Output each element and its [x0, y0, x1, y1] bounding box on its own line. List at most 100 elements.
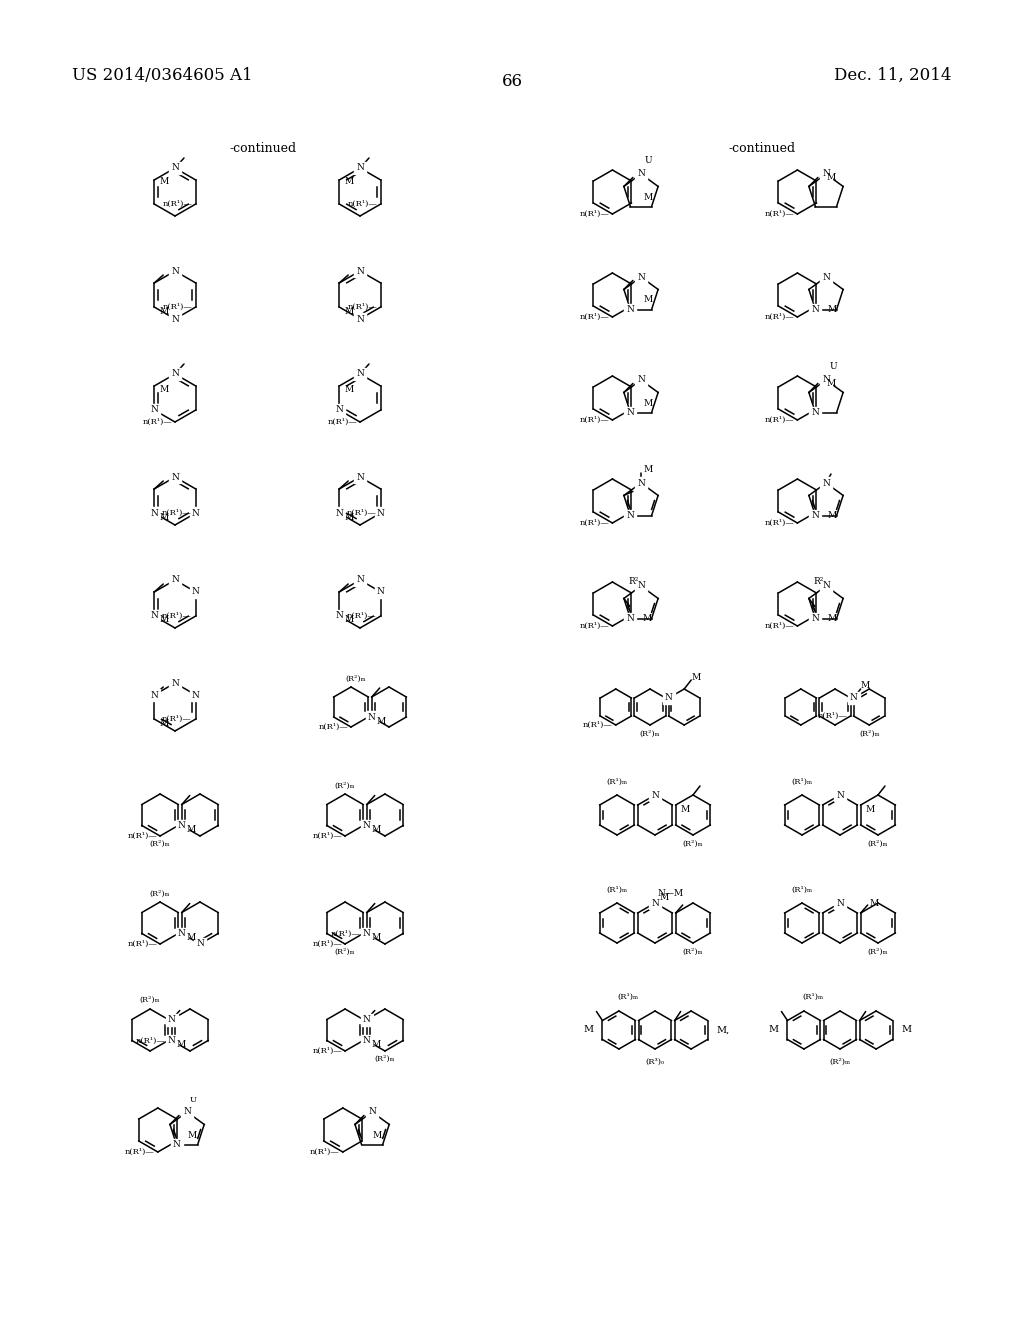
Text: (R²)ₘ: (R²)ₘ: [335, 781, 355, 789]
Text: M: M: [159, 177, 169, 186]
Text: N: N: [811, 511, 819, 520]
Text: M: M: [372, 933, 381, 942]
Text: N: N: [822, 582, 829, 590]
Text: N: N: [356, 267, 364, 276]
Text: (R¹)ₘ: (R¹)ₘ: [617, 993, 639, 1001]
Text: Dec. 11, 2014: Dec. 11, 2014: [835, 66, 952, 83]
Text: M: M: [827, 379, 837, 388]
Text: U: U: [190, 1096, 197, 1104]
Text: N: N: [191, 587, 200, 597]
Text: N: N: [369, 1107, 376, 1117]
Text: n(R¹)—: n(R¹)—: [318, 723, 348, 731]
Text: n(R¹)—: n(R¹)—: [765, 210, 795, 218]
Text: M,: M,: [716, 1026, 729, 1035]
Text: N: N: [836, 791, 844, 800]
Text: n(R¹)—: n(R¹)—: [142, 418, 172, 426]
Text: N: N: [627, 305, 634, 314]
Text: N: N: [651, 791, 658, 800]
Text: N: N: [627, 408, 634, 417]
Text: n(R¹)—: n(R¹)—: [312, 832, 342, 840]
Text: (R¹)ₘ: (R¹)ₘ: [792, 886, 813, 894]
Text: N: N: [811, 614, 819, 623]
Text: R²: R²: [814, 577, 824, 586]
Text: N: N: [171, 473, 179, 482]
Text: n(R¹)—: n(R¹)—: [312, 1047, 342, 1055]
Text: N: N: [178, 821, 185, 830]
Text: N: N: [637, 375, 645, 384]
Text: M: M: [372, 825, 381, 834]
Text: N: N: [171, 576, 179, 585]
Text: N: N: [178, 929, 185, 939]
Text: n(R¹)—: n(R¹)—: [580, 210, 609, 218]
Text: n(R¹)—: n(R¹)—: [348, 201, 378, 209]
Text: (R²)ₘ: (R²)ₘ: [829, 1059, 851, 1067]
Text: (R²)ₘ: (R²)ₘ: [640, 730, 660, 738]
Text: M: M: [372, 1040, 381, 1049]
Text: N: N: [627, 614, 634, 623]
Text: (R¹)ₘ: (R¹)ₘ: [606, 886, 628, 894]
Text: N: N: [822, 169, 829, 178]
Text: n(R¹)—: n(R¹)—: [162, 612, 191, 620]
Text: M: M: [865, 804, 874, 813]
Text: N: N: [651, 899, 658, 908]
Text: N: N: [356, 314, 364, 323]
Text: n(R¹)—: n(R¹)—: [125, 1148, 155, 1156]
Text: n(R¹)—: n(R¹)—: [580, 622, 609, 630]
Text: 66: 66: [502, 74, 522, 91]
Text: M: M: [691, 672, 700, 681]
Text: US 2014/0364605 A1: US 2014/0364605 A1: [72, 66, 253, 83]
Text: N: N: [196, 940, 204, 949]
Text: (R¹)ₘ: (R¹)ₘ: [803, 993, 824, 1001]
Text: N: N: [850, 693, 857, 702]
Text: N: N: [183, 1107, 191, 1117]
Text: n(R¹)—: n(R¹)—: [162, 510, 191, 517]
Text: N: N: [665, 693, 673, 702]
Text: N: N: [822, 375, 829, 384]
Text: M: M: [681, 804, 690, 813]
Text: N: N: [171, 164, 179, 173]
Text: N: N: [362, 1015, 371, 1024]
Text: M: M: [643, 399, 652, 408]
Text: N: N: [171, 267, 179, 276]
Text: (R²)ₘ: (R²)ₘ: [375, 1055, 395, 1063]
Text: n(R¹)—: n(R¹)—: [331, 929, 360, 937]
Text: N: N: [356, 576, 364, 585]
Text: M: M: [827, 305, 837, 314]
Text: N: N: [171, 314, 179, 323]
Text: N: N: [637, 582, 645, 590]
Text: (R³)ₒ: (R³)ₒ: [645, 1059, 665, 1067]
Text: N: N: [811, 408, 819, 417]
Text: (R²)ₘ: (R²)ₘ: [867, 948, 888, 956]
Text: N: N: [335, 405, 343, 414]
Text: N: N: [335, 508, 343, 517]
Text: n(R¹)—: n(R¹)—: [765, 622, 795, 630]
Text: n(R¹)—: n(R¹)—: [583, 721, 612, 729]
Text: N: N: [171, 678, 179, 688]
Text: M: M: [827, 614, 837, 623]
Text: N: N: [151, 611, 158, 620]
Text: n(R¹)—: n(R¹)—: [580, 519, 609, 527]
Text: n(R¹)—: n(R¹)—: [765, 313, 795, 321]
Text: M: M: [159, 718, 169, 727]
Text: M: M: [377, 717, 386, 726]
Text: M: M: [660, 894, 670, 903]
Text: M: M: [186, 933, 196, 942]
Text: N: N: [362, 821, 371, 830]
Text: N: N: [637, 169, 645, 178]
Text: R²: R²: [629, 577, 639, 586]
Text: M: M: [187, 1130, 197, 1139]
Text: M: M: [869, 899, 879, 908]
Text: M: M: [372, 1130, 381, 1139]
Text: N: N: [335, 611, 343, 620]
Text: M: M: [769, 1026, 779, 1035]
Text: n(R¹)—: n(R¹)—: [348, 304, 378, 312]
Text: N: N: [377, 587, 385, 597]
Text: (R²)ₘ: (R²)ₘ: [150, 840, 170, 847]
Text: (R²)ₘ: (R²)ₘ: [140, 997, 160, 1005]
Text: N: N: [362, 929, 371, 939]
Text: n(R¹)—: n(R¹)—: [162, 715, 191, 723]
Text: M: M: [901, 1026, 911, 1035]
Text: M: M: [860, 681, 869, 690]
Text: M: M: [159, 306, 169, 315]
Text: n(R¹)—: n(R¹)—: [347, 612, 377, 620]
